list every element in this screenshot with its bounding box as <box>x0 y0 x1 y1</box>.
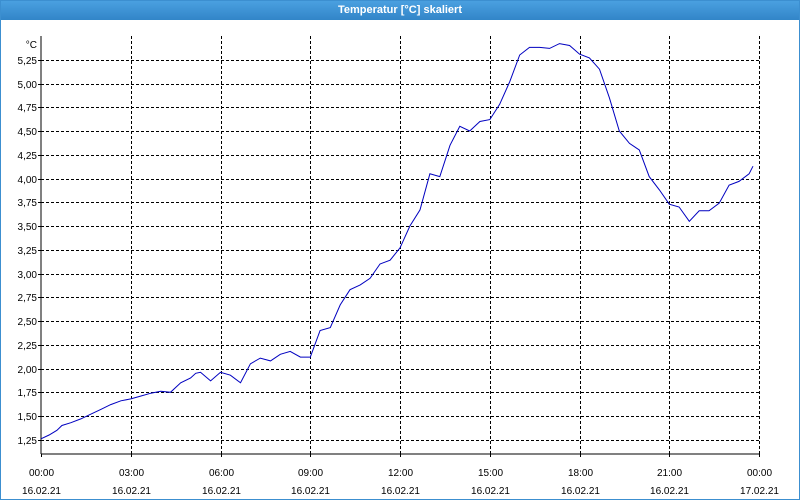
y-axis-label: °C <box>26 40 37 51</box>
y-tick-label: 4,50 <box>18 127 38 138</box>
x-tick-label-time: 15:00 <box>478 468 503 479</box>
x-tick-label-date: 16.02.21 <box>561 486 600 497</box>
y-tick-label: 4,75 <box>18 103 38 114</box>
temperature-chart: 1,25 1,50 1,75 2,00 2,25 2,50 2,75 3,00 3,25 3,50… <box>18 36 779 497</box>
y-tick-label: 3,25 <box>18 246 38 257</box>
y-tick-label: 4,25 <box>18 151 38 162</box>
y-tick-label: 1,50 <box>18 412 38 423</box>
temperature-series-line <box>40 43 754 440</box>
y-tick-label: 2,75 <box>18 293 38 304</box>
x-tick-label-time: 09:00 <box>298 468 323 479</box>
x-tick-label-time: 06:00 <box>209 468 234 479</box>
x-tick-label-date: 16.02.21 <box>202 486 241 497</box>
y-tick-label: 2,00 <box>18 365 38 376</box>
x-tick-label-date: 16.02.21 <box>112 486 151 497</box>
y-tick-label: 1,75 <box>18 388 38 399</box>
x-tick-label-date: 17.02.21 <box>740 486 779 497</box>
x-tick-label-time: 21:00 <box>657 468 682 479</box>
y-tick-label: 5,00 <box>18 80 38 91</box>
x-tick-label-time: 00:00 <box>29 468 54 479</box>
y-tick-label: 3,50 <box>18 222 38 233</box>
x-tick-label-date: 16.02.21 <box>471 486 510 497</box>
y-tick-label: 2,50 <box>18 317 38 328</box>
window-title: Temperatur [°C] skaliert <box>1 1 799 20</box>
y-tick-label: 5,25 <box>18 56 38 67</box>
x-tick-label-date: 16.02.21 <box>291 486 330 497</box>
y-tick-label: 1,25 <box>18 436 38 447</box>
x-tick-label-time: 18:00 <box>568 468 593 479</box>
x-tick-label-time: 12:00 <box>388 468 413 479</box>
x-tick-label-date: 16.02.21 <box>650 486 689 497</box>
x-tick-label-date: 16.02.21 <box>381 486 420 497</box>
y-tick-label: 2,25 <box>18 341 38 352</box>
y-tick-label: 3,00 <box>18 270 38 281</box>
x-tick-label-time: 03:00 <box>119 468 144 479</box>
x-tick-label-date: 16.02.21 <box>22 486 61 497</box>
y-tick-label: 3,75 <box>18 198 38 209</box>
y-tick-label: 4,00 <box>18 175 38 186</box>
x-tick-label-time: 00:00 <box>747 468 772 479</box>
